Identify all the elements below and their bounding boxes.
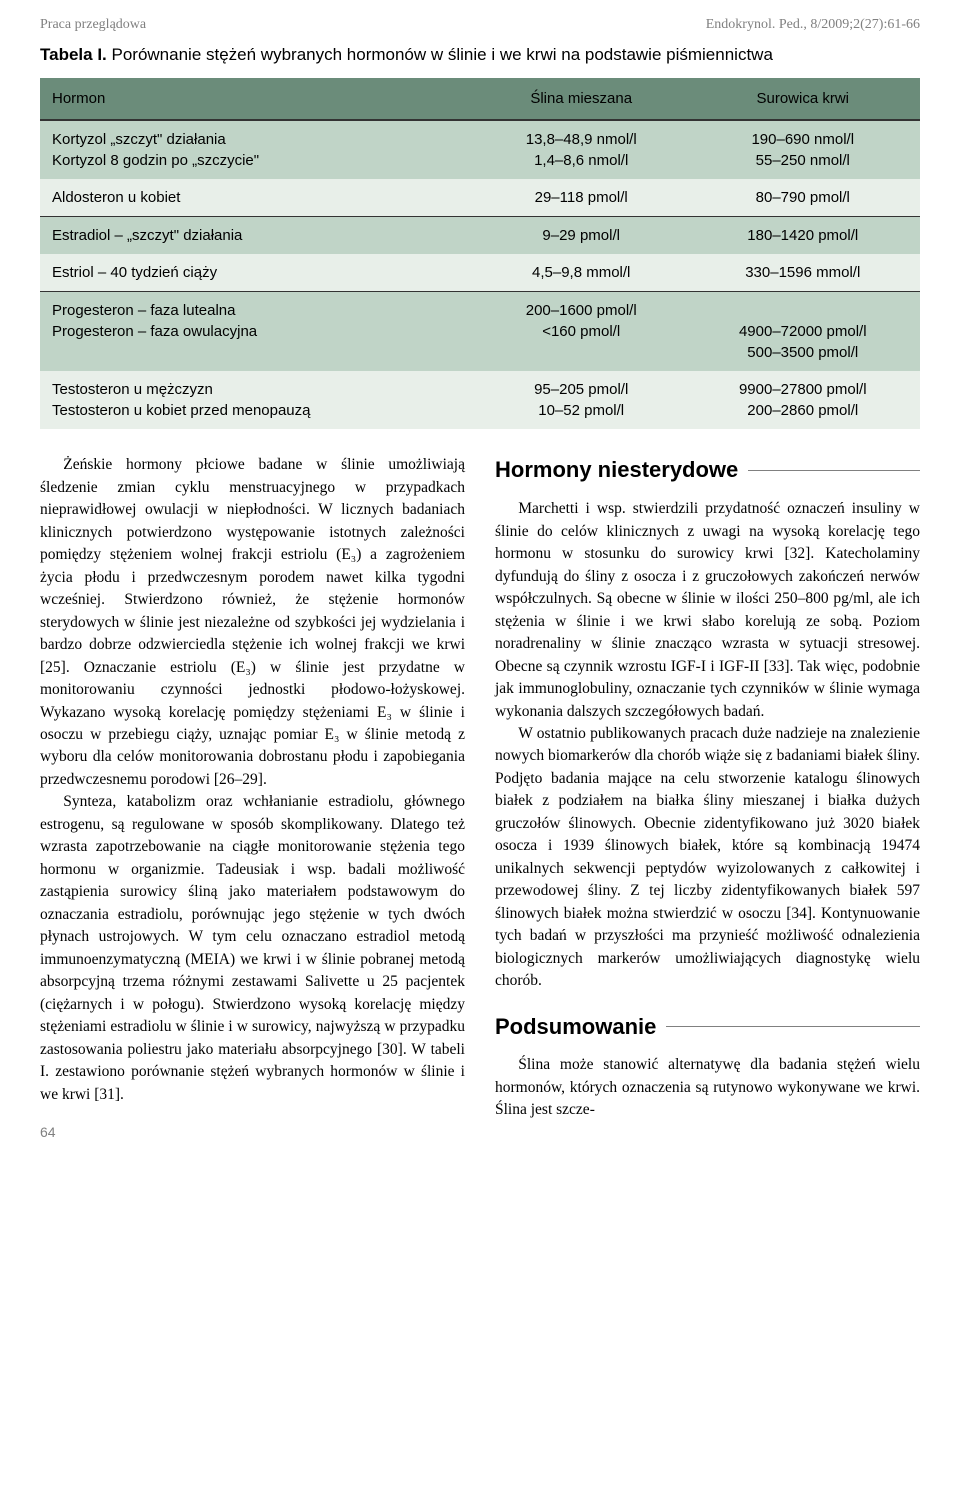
table-cell: 200–1600 pmol/l <160 pmol/l	[477, 292, 686, 372]
table-cell: 4,5–9,8 mmol/l	[477, 254, 686, 292]
heading-summary-text: Podsumowanie	[495, 1011, 656, 1043]
body-para-3: Marchetti i wsp. stwierdzili przydatność…	[495, 498, 920, 723]
body-para-2: Synteza, katabolizm oraz wchłanianie est…	[40, 791, 465, 1106]
table-row: Estriol – 40 tydzień ciąży4,5–9,8 mmol/l…	[40, 254, 920, 292]
table-cell: Estriol – 40 tydzień ciąży	[40, 254, 477, 292]
table-cell: 13,8–48,9 nmol/l 1,4–8,6 nmol/l	[477, 120, 686, 179]
table-col-0: Hormon	[40, 78, 477, 120]
table-title: Tabela I. Porównanie stężeń wybranych ho…	[40, 43, 920, 67]
table-cell: 190–690 nmol/l 55–250 nmol/l	[686, 120, 920, 179]
heading-summary: Podsumowanie	[495, 1011, 920, 1043]
table-cell: 29–118 pmol/l	[477, 179, 686, 217]
table-header-row: Hormon Ślina mieszana Surowica krwi	[40, 78, 920, 120]
table-cell: Progesteron – faza lutealna Progesteron …	[40, 292, 477, 372]
header-left: Praca przeglądowa	[40, 15, 146, 35]
table-cell: Testosteron u mężczyzn Testosteron u kob…	[40, 371, 477, 429]
table-cell: 180–1420 pmol/l	[686, 217, 920, 255]
table-row: Estradiol – „szczyt" działania9–29 pmol/…	[40, 217, 920, 255]
table-cell: 330–1596 mmol/l	[686, 254, 920, 292]
hormones-table: Hormon Ślina mieszana Surowica krwi Kort…	[40, 78, 920, 429]
page-number: 64	[40, 1123, 56, 1143]
table-cell: Estradiol – „szczyt" działania	[40, 217, 477, 255]
heading-nonsteroid: Hormony niesterydowe	[495, 454, 920, 486]
body-para-4: W ostatnio publikowanych pracach duże na…	[495, 723, 920, 993]
table-title-prefix: Tabela I.	[40, 45, 107, 64]
body-columns: Żeńskie hormony płciowe badane w ślinie …	[40, 454, 920, 1123]
table-row: Aldosteron u kobiet29–118 pmol/l80–790 p…	[40, 179, 920, 217]
table-row: Testosteron u mężczyzn Testosteron u kob…	[40, 371, 920, 429]
header-right: Endokrynol. Ped., 8/2009;2(27):61-66	[706, 15, 920, 35]
table-cell: 80–790 pmol/l	[686, 179, 920, 217]
table-cell: 9900–27800 pmol/l 200–2860 pmol/l	[686, 371, 920, 429]
table-cell: 95–205 pmol/l 10–52 pmol/l	[477, 371, 686, 429]
table-cell: 9–29 pmol/l	[477, 217, 686, 255]
table-col-1: Ślina mieszana	[477, 78, 686, 120]
table-cell: 4900–72000 pmol/l 500–3500 pmol/l	[686, 292, 920, 372]
body-para-5: Ślina może stanowić alternatywę dla bada…	[495, 1054, 920, 1121]
table-col-2: Surowica krwi	[686, 78, 920, 120]
table-cell: Aldosteron u kobiet	[40, 179, 477, 217]
table-row: Kortyzol „szczyt" działania Kortyzol 8 g…	[40, 120, 920, 179]
table-row: Progesteron – faza lutealna Progesteron …	[40, 292, 920, 372]
table-cell: Kortyzol „szczyt" działania Kortyzol 8 g…	[40, 120, 477, 179]
table-title-text: Porównanie stężeń wybranych hormonów w ś…	[107, 45, 773, 64]
heading-nonsteroid-text: Hormony niesterydowe	[495, 454, 738, 486]
body-para-1: Żeńskie hormony płciowe badane w ślinie …	[40, 454, 465, 791]
